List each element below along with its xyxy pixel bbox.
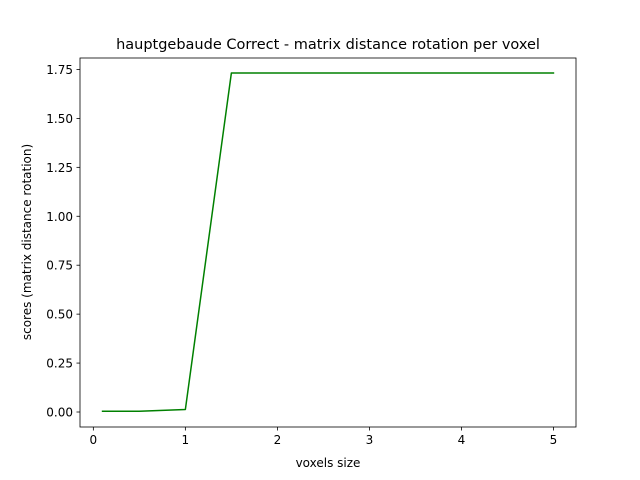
y-tick-label: 1.75 bbox=[46, 63, 73, 77]
y-tick-label: 1.50 bbox=[46, 112, 73, 126]
axes-frame bbox=[79, 57, 577, 428]
chart-title: hauptgebaude Correct - matrix distance r… bbox=[116, 37, 540, 53]
y-tick-label: 0.50 bbox=[46, 308, 73, 322]
y-tick-label: 0.25 bbox=[46, 357, 73, 371]
y-tick-label: 0.00 bbox=[46, 406, 73, 420]
y-axis-label: scores (matrix distance rotation) bbox=[20, 144, 34, 340]
y-tick-label: 1.00 bbox=[46, 210, 73, 224]
y-tick-label: 1.25 bbox=[46, 161, 73, 175]
plot-area: 0 1 2 3 4 5 0.00 0.25 0.50 0.75 1.00 1.25 1.50 1.75 bbox=[46, 57, 577, 447]
x-tick-label: 0 bbox=[90, 433, 98, 447]
y-tick-label: 0.75 bbox=[46, 259, 73, 273]
x-axis-label: voxels size bbox=[296, 456, 361, 470]
x-tick-label: 4 bbox=[458, 433, 466, 447]
x-tick-label: 1 bbox=[182, 433, 190, 447]
x-tick-label: 5 bbox=[550, 433, 558, 447]
x-tick-label: 3 bbox=[366, 433, 374, 447]
series-line-0 bbox=[101, 72, 555, 412]
x-tick-label: 2 bbox=[274, 433, 282, 447]
